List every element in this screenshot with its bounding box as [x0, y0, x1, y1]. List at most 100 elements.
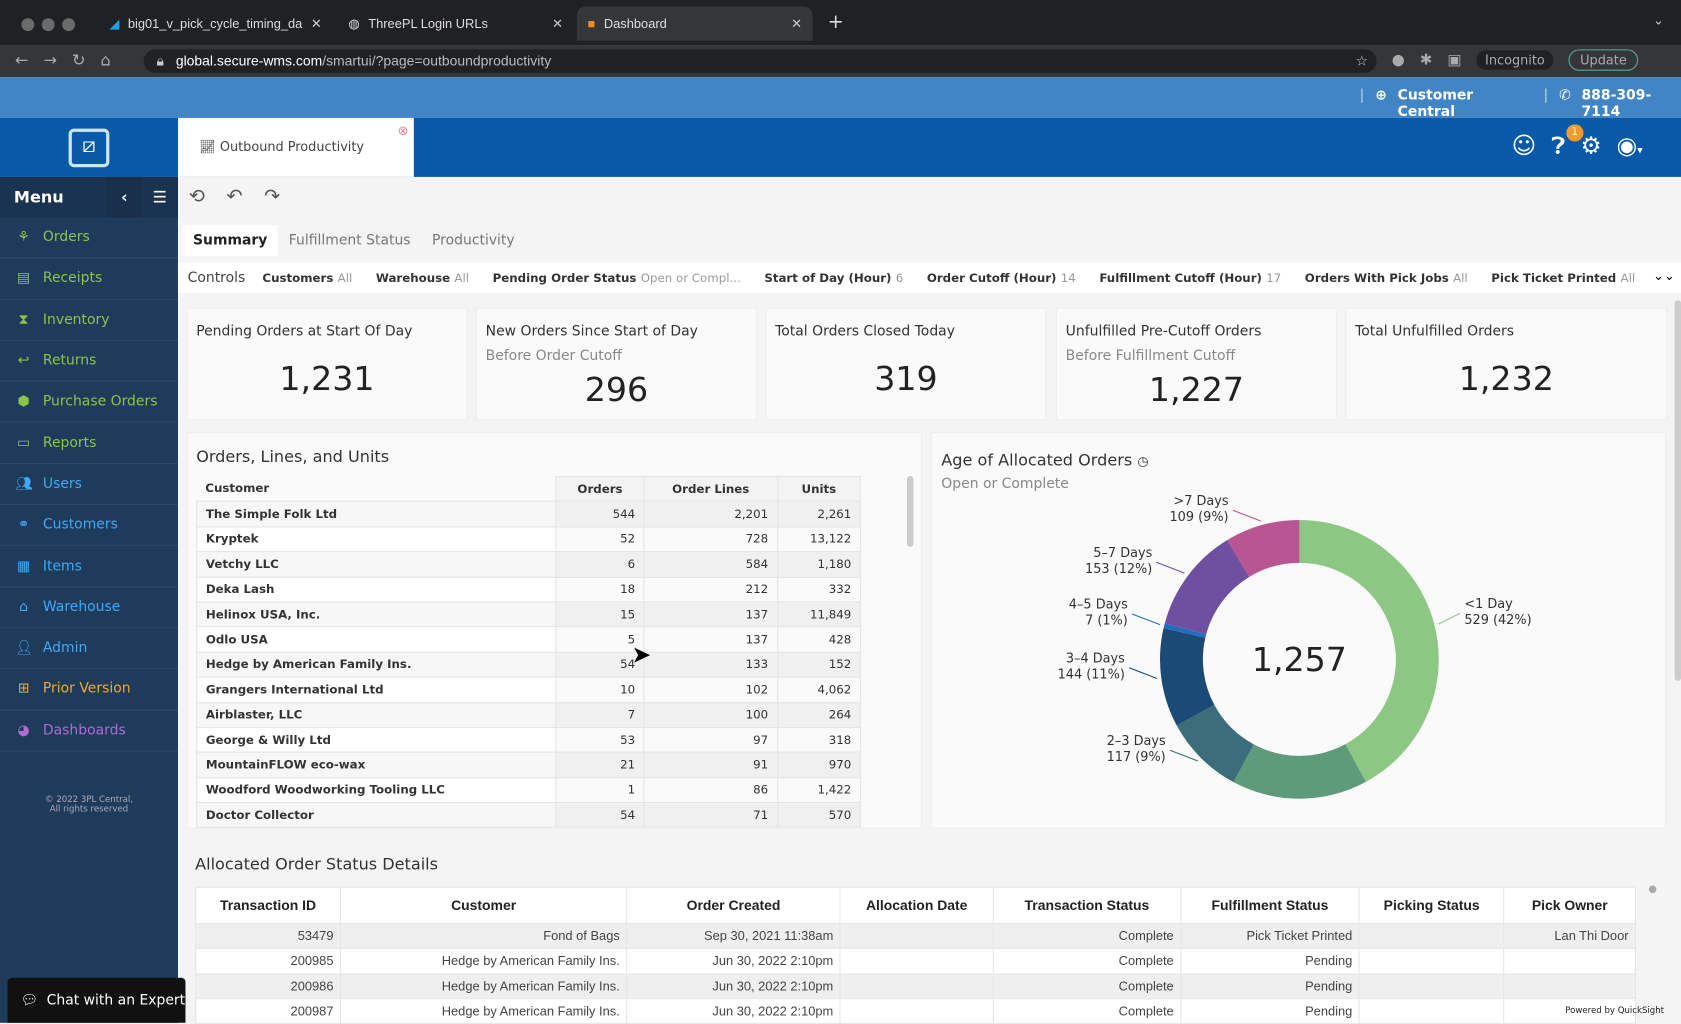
column-header[interactable]: Customer	[196, 476, 556, 502]
controls-label[interactable]: Controls	[187, 269, 246, 286]
table-row[interactable]: 200986 Hedge by American Family Ins. Jun 3…	[195, 973, 1637, 1000]
table-row[interactable]: Woodford Woodworking Tooling LLC 1 86 1,422	[196, 776, 861, 804]
profile-incognito[interactable]: Incognito	[1476, 50, 1554, 70]
sidebar-item-warehouse[interactable]: ⌂ Warehouse	[0, 587, 178, 629]
table-row[interactable]: The Simple Folk Ltd 544 2,201 2,261	[196, 501, 861, 528]
donut-slice[interactable]	[1176, 705, 1254, 783]
window-controls[interactable]	[21, 15, 82, 35]
sidebar-item-items[interactable]: ▦ Items	[0, 546, 178, 588]
table-cell: 53	[555, 726, 645, 753]
table-row[interactable]: George & Willy Ltd 53 97 318	[196, 726, 861, 753]
help-icon[interactable]: ❓︎ 1	[1551, 124, 1584, 160]
column-header[interactable]: Order Lines	[643, 476, 778, 503]
browser-tab[interactable]: ◍ ThreePL Login URLs ✕	[348, 16, 563, 32]
sidebar-item-customers[interactable]: ⚭ Customers	[0, 505, 178, 547]
reset-icon[interactable]: ⟲	[188, 185, 205, 208]
control-filter[interactable]: Order Cutoff (Hour) 14	[927, 271, 1076, 285]
sidebar-item-returns[interactable]: ↩ Returns	[0, 341, 178, 382]
sidebar-item-reports[interactable]: ▭ Reports	[0, 423, 178, 464]
scrollbar[interactable]	[906, 476, 914, 547]
sidebar-item-users[interactable]: 👥︎ Users	[0, 464, 178, 506]
browser-tab[interactable]: ◢ big01_v_pick_cycle_timing_da ✕	[109, 16, 322, 32]
puzzle-icon[interactable]: ✱	[1419, 51, 1433, 69]
table-row[interactable]: MountainFLOW eco-wax 21 91 970	[196, 751, 861, 779]
sidepanel-icon[interactable]: ▣	[1447, 51, 1462, 69]
sidebar-item-orders[interactable]: ⚘ Orders	[0, 218, 178, 259]
table-row[interactable]: Deka Lash 18 212 332	[196, 576, 861, 603]
nav-buttons[interactable]: ←→↻⌂	[15, 50, 126, 70]
browser-tab-active[interactable]: ■ Dashboard ✕	[576, 6, 813, 41]
user-icon: 👤︎	[15, 640, 33, 657]
phone-link[interactable]: 888-309-7114	[1581, 87, 1652, 121]
table-row[interactable]: Airblaster, LLC 7 100 264	[196, 701, 861, 728]
donut-slice[interactable]	[1163, 623, 1207, 638]
table-row[interactable]: 53479 Fond of Bags Sep 30, 2021 11:38am Com…	[195, 923, 1637, 950]
control-filter[interactable]: Orders With Pick Jobs All	[1305, 271, 1468, 285]
user-account-icon[interactable]: ◉▾	[1616, 132, 1643, 160]
sidebar-item-purchase-orders[interactable]: ⬢ Purchase Orders	[0, 382, 178, 423]
sidebar-item-dashboards[interactable]: ◕ Dashboards	[0, 710, 178, 752]
donut-slice[interactable]	[1233, 744, 1366, 799]
column-header[interactable]: Pick Owner	[1503, 886, 1637, 925]
table-row[interactable]: Kryptek 52 728 13,122	[196, 526, 861, 553]
control-filter[interactable]: Pick Ticket Printed All	[1491, 271, 1635, 285]
close-tab-icon[interactable]: ⊗	[397, 123, 409, 139]
table-cell: Pending	[1180, 998, 1360, 1024]
new-tab-button[interactable]: +	[827, 10, 844, 34]
url-field[interactable]: 🔒︎ global.secure-wms.com/smartui/?page=ou…	[143, 49, 1377, 73]
sidebar-item-prior-version[interactable]: ⊞ Prior Version	[0, 669, 178, 711]
column-header[interactable]: Transaction ID	[195, 886, 341, 925]
sidebar-item-admin[interactable]: 👤︎ Admin	[0, 628, 178, 670]
column-header[interactable]: Transaction Status	[992, 886, 1182, 925]
control-filter[interactable]: Fulfillment Cutoff (Hour) 17	[1099, 271, 1281, 285]
table-row[interactable]: Odlo USA 5 137 428	[196, 626, 861, 653]
chat-with-expert-button[interactable]: 💬︎ Chat with an Expert	[7, 977, 186, 1023]
table-row[interactable]: 200985 Hedge by American Family Ins. Jun 3…	[195, 948, 1637, 975]
close-icon[interactable]: ✕	[552, 16, 563, 32]
logo[interactable]: ⧄	[68, 128, 110, 168]
sidebar-item-receipts[interactable]: ▤ Receipts	[0, 259, 178, 300]
customer-central-link[interactable]: Customer Central	[1397, 87, 1474, 121]
control-filter[interactable]: Warehouse All	[376, 271, 469, 285]
tab-search-icon[interactable]: ⌄	[1653, 12, 1664, 28]
donut-slice[interactable]	[1164, 540, 1250, 635]
collapse-chevron-icon[interactable]: ‹	[107, 176, 142, 218]
redo-icon[interactable]: ↷	[263, 185, 281, 208]
column-header[interactable]: Order Created	[626, 886, 841, 925]
control-filter[interactable]: Start of Day (Hour) 6	[764, 271, 903, 285]
donut-slice[interactable]	[1227, 519, 1300, 577]
expand-controls-icon[interactable]: ⌄⌄	[1653, 268, 1675, 284]
table-row[interactable]: Helinox USA, Inc. 15 137 11,849	[196, 601, 861, 628]
donut-slice[interactable]	[1160, 628, 1215, 726]
undo-icon[interactable]: ↶	[226, 185, 243, 208]
donut-slice[interactable]	[1299, 519, 1439, 782]
control-filter[interactable]: Customers All	[262, 271, 352, 285]
tab-fulfillment-status[interactable]: Fulfillment Status	[288, 232, 411, 249]
column-header[interactable]: Fulfillment Status	[1180, 886, 1360, 925]
extension-icon[interactable]: ●	[1391, 51, 1405, 69]
sidebar-item-inventory[interactable]: ⧗ Inventory	[0, 300, 178, 341]
column-header[interactable]: Units	[776, 476, 861, 503]
feedback-smiley-icon[interactable]: ☺	[1511, 132, 1537, 160]
page-scrollbar[interactable]	[1674, 300, 1681, 681]
table-row[interactable]: Vetchy LLC 6 584 1,180	[196, 551, 861, 578]
star-icon[interactable]: ☆	[1355, 52, 1368, 69]
hamburger-icon[interactable]: ☰	[152, 187, 167, 207]
app-tab-outbound-productivity[interactable]: 📈︎ Outbound Productivity ⊗	[177, 117, 414, 177]
column-header[interactable]: Customer	[339, 886, 628, 925]
column-header[interactable]: Allocation Date	[839, 886, 994, 925]
table-row[interactable]: Doctor Collector 54 71 570	[196, 802, 861, 828]
control-filter[interactable]: Pending Order Status Open or Compl...	[493, 271, 741, 285]
column-header[interactable]: Orders	[555, 476, 645, 503]
gear-icon[interactable]: ⚙	[1580, 132, 1602, 160]
tab-productivity[interactable]: Productivity	[432, 232, 515, 249]
table-row[interactable]: Grangers International Ltd 10 102 4,062	[196, 676, 861, 703]
column-header[interactable]: Picking Status	[1358, 886, 1505, 925]
close-icon[interactable]: ✕	[310, 16, 322, 32]
table-row[interactable]: 200987 Hedge by American Family Ins. Jun 3…	[195, 998, 1637, 1024]
close-icon[interactable]: ✕	[791, 16, 802, 32]
update-button[interactable]: Update	[1568, 49, 1639, 71]
scroll-indicator[interactable]	[1648, 885, 1657, 894]
table-row[interactable]: Hedge by American Family Ins. 54 133 152	[196, 651, 861, 678]
tab-summary[interactable]: Summary	[182, 225, 279, 257]
